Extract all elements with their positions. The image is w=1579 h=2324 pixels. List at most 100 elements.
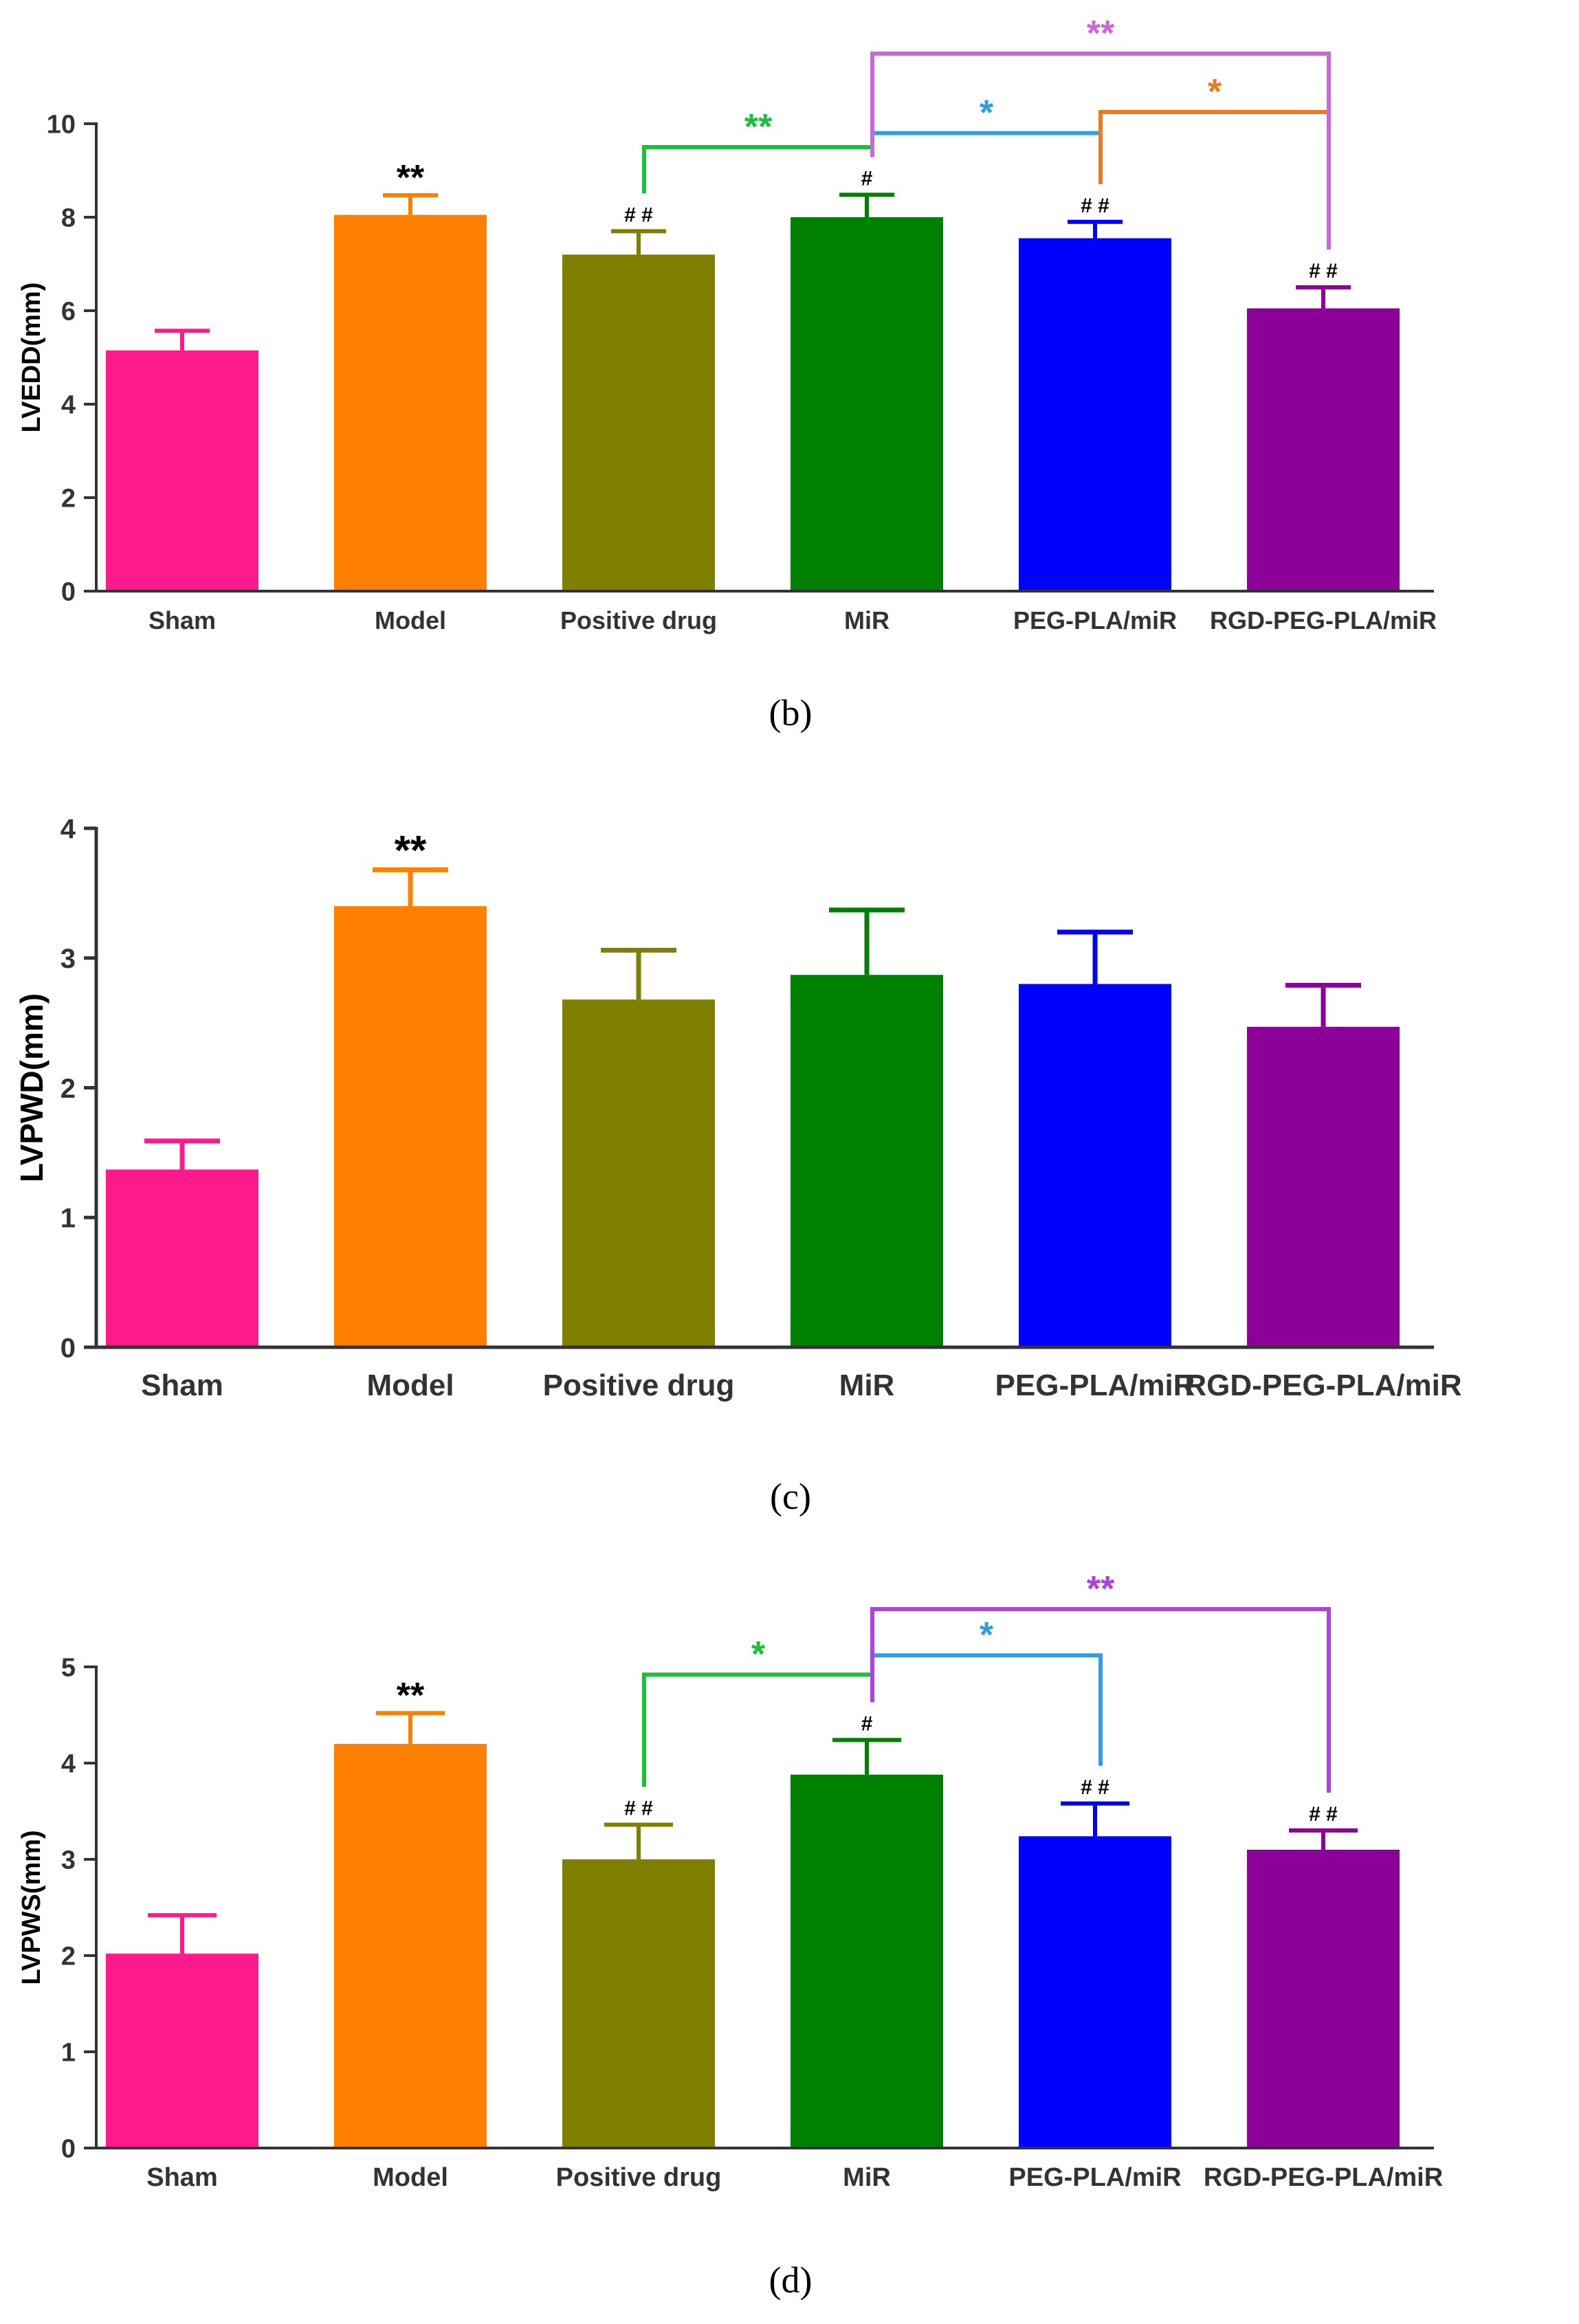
y-tick-label: 5 xyxy=(61,1654,76,1683)
significance-hashes: # # xyxy=(1309,260,1338,283)
y-axis-ticks: 0 1 2 3 4 5 xyxy=(61,1654,96,2164)
bar xyxy=(106,1954,258,2148)
significance-hashes: # xyxy=(861,1712,873,1735)
bracket-significance: ** xyxy=(1087,1569,1115,1609)
x-tick-label: PEG-PLA/miR xyxy=(1013,606,1177,634)
comparison-bracket xyxy=(870,52,1331,250)
x-axis-ticks: Sham Model Positive drug MiR PEG-PLA/miR RGD-… xyxy=(146,2163,1443,2192)
bracket-significance: * xyxy=(980,1615,994,1655)
y-tick-label: 8 xyxy=(61,204,76,233)
x-tick-label: PEG-PLA/miR xyxy=(995,1369,1195,1402)
comparison-bracket xyxy=(642,145,874,194)
significance-hashes: # xyxy=(861,167,873,190)
bar xyxy=(1247,1026,1400,1347)
annotations: **# ### ## #* *** xyxy=(397,1569,1338,1826)
bars xyxy=(106,1711,1400,2148)
y-tick-label: 3 xyxy=(61,1846,76,1875)
bar xyxy=(562,254,715,591)
panel-label: (c) xyxy=(770,1476,811,1517)
y-tick-label: 2 xyxy=(61,485,76,513)
panel-lvpwd: LVPWD(mm) 0 1 2 3 4 ** Sham Model Positive dru… xyxy=(14,814,1462,1517)
significance-hashes: # # xyxy=(624,1797,653,1820)
y-tick-label: 3 xyxy=(60,944,76,974)
x-tick-label: Positive drug xyxy=(543,1369,735,1402)
bars xyxy=(106,192,1400,592)
panel-label: (d) xyxy=(769,2259,813,2301)
comparison-bracket xyxy=(870,1607,1331,1793)
y-tick-label: 0 xyxy=(61,578,76,607)
panel-label: (b) xyxy=(769,692,813,733)
x-tick-label: Model xyxy=(373,2163,448,2192)
bar xyxy=(791,217,943,591)
significance-hashes: # # xyxy=(1081,195,1109,217)
y-tick-label: 6 xyxy=(61,298,76,327)
x-tick-label: Positive drug xyxy=(560,606,717,634)
x-tick-label: Model xyxy=(366,1369,454,1402)
significance-stars: ** xyxy=(397,158,425,198)
y-tick-label: 1 xyxy=(60,1204,76,1234)
x-tick-label: Sham xyxy=(148,606,216,634)
bar xyxy=(562,1859,715,2148)
x-tick-label: PEG-PLA/miR xyxy=(1008,2163,1181,2192)
bar xyxy=(106,1169,258,1347)
x-tick-label: Sham xyxy=(141,1369,223,1402)
x-tick-label: Model xyxy=(375,606,446,634)
significance-stars: ** xyxy=(395,827,427,873)
bracket-significance: * xyxy=(751,1635,766,1674)
x-tick-label: Sham xyxy=(146,2163,217,2192)
y-axis-label: LVPWS(mm) xyxy=(17,1830,46,1984)
bar xyxy=(1019,984,1171,1347)
y-tick-label: 2 xyxy=(60,1074,76,1104)
comparison-bracket xyxy=(642,1672,874,1787)
bar xyxy=(334,214,487,592)
significance-hashes: # # xyxy=(624,203,653,226)
bar xyxy=(334,906,487,1347)
y-tick-label: 0 xyxy=(60,1333,76,1363)
comparison-bracket xyxy=(870,1653,1103,1766)
x-tick-label: MiR xyxy=(843,2163,891,2192)
bracket-significance: * xyxy=(1208,72,1222,112)
significance-hashes: # # xyxy=(1081,1776,1109,1799)
annotations: **# ### ## #** **** xyxy=(397,14,1338,283)
bar xyxy=(1247,1850,1400,2148)
y-axis-ticks: 0 2 4 6 8 10 xyxy=(47,111,96,607)
y-tick-label: 4 xyxy=(61,391,76,420)
significance-stars: ** xyxy=(397,1676,425,1716)
x-tick-label: RGD-PEG-PLA/miR xyxy=(1184,1369,1461,1402)
significance-hashes: # # xyxy=(1309,1803,1338,1826)
y-tick-label: 1 xyxy=(61,2039,76,2068)
y-tick-label: 4 xyxy=(61,1750,76,1779)
bar xyxy=(1019,1836,1171,2148)
y-axis-label: LVEDD(mm) xyxy=(17,283,46,433)
y-axis-label: LVPWD(mm) xyxy=(14,993,49,1182)
annotations: ** xyxy=(395,827,427,873)
x-tick-label: MiR xyxy=(844,606,890,634)
x-tick-label: MiR xyxy=(839,1369,895,1402)
bracket-significance: ** xyxy=(1087,14,1115,54)
x-axis-ticks: Sham Model Positive drug MiR PEG-PLA/miRRGD-… xyxy=(141,1369,1462,1402)
bar xyxy=(1247,308,1400,591)
bar xyxy=(106,350,258,591)
y-tick-label: 0 xyxy=(61,2135,76,2164)
bracket-significance: ** xyxy=(744,107,773,147)
x-tick-label: RGD-PEG-PLA/miR xyxy=(1204,2163,1443,2192)
bar xyxy=(791,975,943,1347)
y-axis-ticks: 0 1 2 3 4 xyxy=(60,814,96,1363)
bar xyxy=(562,999,715,1347)
bar xyxy=(334,1744,487,2148)
x-tick-label: Positive drug xyxy=(556,2163,722,2192)
bars xyxy=(106,867,1400,1347)
y-tick-label: 10 xyxy=(47,111,76,140)
comparison-bracket xyxy=(870,131,1103,184)
y-tick-label: 2 xyxy=(61,1943,76,1971)
bracket-significance: * xyxy=(980,93,994,133)
bar xyxy=(1019,238,1171,592)
x-axis-ticks: Sham Model Positive drug MiR PEG-PLA/miR RGD-… xyxy=(148,606,1437,634)
comparison-bracket xyxy=(1098,110,1331,250)
y-tick-label: 4 xyxy=(60,814,76,844)
bar xyxy=(791,1774,943,2148)
x-tick-label: RGD-PEG-PLA/miR xyxy=(1210,606,1437,634)
